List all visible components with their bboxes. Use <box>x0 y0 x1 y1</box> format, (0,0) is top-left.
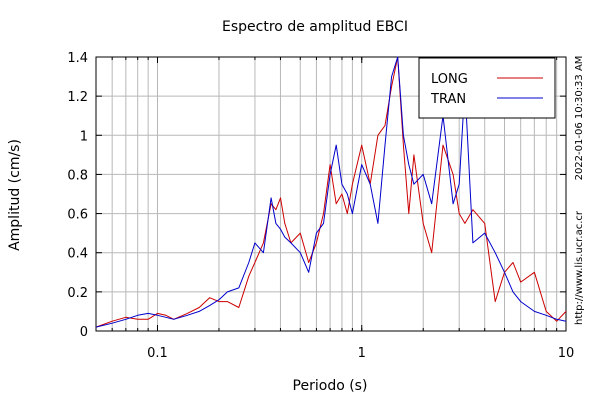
grid <box>96 57 566 331</box>
y-tick-label: 0.4 <box>67 247 88 262</box>
legend-label-long: LONG <box>431 72 468 87</box>
y-tick-label: 1.2 <box>67 90 88 105</box>
y-tick-label: 0.2 <box>67 286 88 301</box>
series-group <box>95 56 567 328</box>
y-axis-label: Amplitud (cm/s) <box>7 139 23 251</box>
axis-ticks: 0.1 1 10 0 0.2 0.4 0.6 0.8 1 1.2 1.4 <box>67 51 574 361</box>
x-tick-label: 10 <box>558 346 575 361</box>
x-axis-label: Periodo (s) <box>293 378 368 394</box>
legend-box <box>418 57 556 119</box>
y-tick-label: 0.8 <box>67 168 88 183</box>
y-tick-label: 1 <box>80 129 88 144</box>
x-tick-label: 1 <box>358 346 366 361</box>
x-tick-label: 0.1 <box>147 346 168 361</box>
chart-title: Espectro de amplitud EBCI <box>222 19 408 35</box>
plot-area-border <box>95 56 567 332</box>
series-line-tran <box>95 56 567 328</box>
legend-label-tran: TRAN <box>430 92 466 107</box>
y-tick-label: 0 <box>80 325 88 340</box>
timestamp-label: 2022-01-06 10:30:33 AM <box>574 56 585 181</box>
y-tick-label: 0.6 <box>67 208 88 223</box>
y-tick-label: 1.4 <box>67 51 88 66</box>
legend: LONG TRAN <box>418 57 556 119</box>
source-url-label: http://www.lis.ucr.ac.cr <box>574 210 585 325</box>
